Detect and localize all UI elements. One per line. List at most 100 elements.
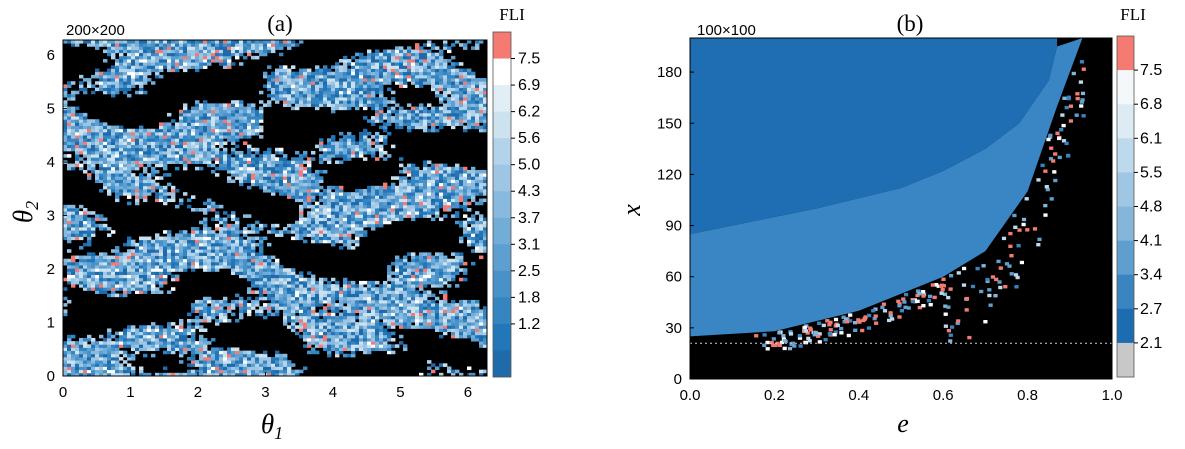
- panel-a-heatmap-cell: [335, 185, 340, 190]
- panel-a-heatmap-cell: [99, 277, 104, 282]
- panel-a-heatmap-cell: [395, 274, 400, 279]
- panel-a-heatmap-cell: [327, 296, 332, 301]
- panel-a-heatmap-cell: [379, 59, 384, 63]
- panel-a-heatmap-cell: [163, 334, 168, 339]
- panel-a-heatmap-cell: [135, 265, 140, 269]
- panel-a-heatmap-cell: [235, 173, 240, 177]
- panel-a-heatmap-cell: [319, 93, 324, 98]
- panel-a-heatmap-cell: [287, 188, 292, 193]
- panel-a-heatmap-cell: [183, 46, 188, 50]
- panel-a-heatmap-cell: [135, 78, 140, 82]
- panel-a-heatmap-cell: [191, 328, 196, 333]
- panel-a-heatmap-cell: [399, 52, 404, 57]
- panel-a-heatmap-cell: [319, 309, 324, 313]
- panel-a-heatmap-cell: [335, 217, 340, 222]
- panel-a-heatmap-cell: [203, 65, 208, 69]
- panel-a-heatmap-cell: [207, 318, 212, 323]
- panel-a-heatmap-cell: [115, 150, 120, 155]
- panel-a-heatmap-cell: [179, 55, 184, 60]
- panel-a-heatmap-cell: [87, 40, 92, 44]
- panel-a-heatmap-cell: [259, 109, 264, 114]
- panel-a-heatmap-cell: [387, 220, 392, 225]
- panel-a-heatmap-cell: [183, 239, 188, 244]
- panel-a-heatmap-cell: [395, 284, 400, 288]
- panel-a-heatmap-cell: [279, 43, 284, 47]
- panel-a-heatmap-cell: [315, 230, 320, 234]
- panel-a-heatmap-cell: [123, 337, 128, 342]
- panel-a-heatmap-cell: [295, 303, 300, 307]
- panel-a-heatmap-cell: [147, 274, 152, 279]
- panel-a-heatmap-cell: [383, 103, 388, 107]
- panel-a-heatmap-cell: [71, 119, 76, 123]
- panel-a-heatmap-cell: [363, 347, 368, 352]
- panel-a-heatmap-cell: [211, 52, 216, 57]
- panel-a-heatmap-cell: [267, 87, 272, 92]
- panel-a-heatmap-cell: [191, 268, 196, 272]
- panel-a-heatmap-cell: [75, 147, 80, 152]
- panel-a-heatmap-cell: [91, 258, 96, 263]
- panel-a-heatmap-cell: [147, 65, 152, 69]
- panel-a-heatmap-cell: [371, 227, 376, 231]
- panel-a-heatmap-cell: [351, 214, 356, 218]
- panel-a-heatmap-cell: [159, 325, 164, 329]
- panel-a-heatmap-cell: [379, 109, 384, 114]
- panel-a-heatmap-cell: [263, 306, 268, 310]
- panel-a-heatmap-cell: [251, 356, 256, 361]
- panel-a-heatmap-cell: [163, 242, 168, 247]
- panel-a-heatmap-cell: [159, 160, 164, 165]
- panel-a-heatmap-cell: [247, 147, 252, 152]
- panel-a-heatmap-cell: [275, 223, 280, 228]
- panel-a-heatmap-cell: [267, 274, 272, 279]
- panel-a-heatmap-cell: [387, 325, 392, 329]
- panel-a-heatmap-cell: [95, 261, 100, 266]
- panel-a-heatmap-cell: [147, 176, 152, 180]
- panel-a-heatmap-cell: [219, 154, 224, 158]
- panel-a-heatmap-cell: [371, 68, 376, 73]
- panel-a-heatmap-cell: [123, 369, 128, 374]
- panel-a-heatmap-cell: [331, 214, 336, 218]
- panel-a-heatmap-cell: [255, 157, 260, 161]
- panel-a-heatmap-cell: [307, 325, 312, 329]
- panel-a-heatmap-cell: [155, 265, 160, 269]
- panel-a-heatmap-cell: [231, 350, 236, 355]
- panel-a-heatmap-cell: [127, 46, 132, 50]
- panel-a-heatmap-cell: [103, 350, 108, 355]
- panel-a-heatmap-cell: [359, 192, 364, 196]
- panel-a-heatmap-cell: [155, 163, 160, 168]
- panel-a-heatmap-cell: [363, 217, 368, 222]
- panel-a-heatmap-cell: [67, 299, 72, 304]
- panel-a-heatmap-cell: [119, 43, 124, 47]
- panel-a-heatmap-cell: [283, 166, 288, 171]
- panel-a-heatmap-cell: [143, 81, 148, 85]
- panel-a-heatmap-cell: [347, 328, 352, 333]
- panel-a-heatmap-cell: [267, 150, 272, 155]
- panel-a-heatmap-cell: [243, 169, 248, 174]
- panel-a-heatmap-cell: [183, 341, 188, 345]
- panel-a-heatmap-cell: [135, 331, 140, 336]
- panel-a-heatmap-cell: [251, 280, 256, 285]
- panel-a-heatmap-cell: [87, 227, 92, 231]
- panel-a-heatmap-cell: [147, 246, 152, 250]
- panel-a-heatmap-cell: [363, 296, 368, 301]
- panel-a-heatmap-cell: [179, 337, 184, 342]
- panel-a-heatmap-cell: [331, 65, 336, 69]
- panel-a-heatmap-cell: [187, 369, 192, 374]
- panel-a-heatmap-cell: [171, 347, 176, 352]
- panel-a-heatmap-cell: [319, 293, 324, 298]
- panel-a-heatmap-cell: [371, 65, 376, 69]
- panel-a-heatmap-cell: [287, 223, 292, 228]
- panel-a-heatmap-cell: [199, 40, 204, 44]
- panel-a-heatmap-cell: [199, 242, 204, 247]
- panel-a-heatmap-cell: [311, 318, 316, 323]
- panel-a-heatmap-cell: [299, 277, 304, 282]
- panel-a-heatmap-cell: [207, 141, 212, 145]
- panel-a-heatmap-cell: [323, 68, 328, 73]
- panel-a-heatmap-cell: [319, 198, 324, 203]
- panel-a-heatmap-cell: [191, 236, 196, 241]
- panel-a-heatmap-cell: [279, 277, 284, 282]
- panel-a-heatmap-cell: [227, 347, 232, 352]
- panel-a-heatmap-cell: [139, 68, 144, 73]
- panel-a-heatmap-cell: [331, 303, 336, 307]
- panel-a-heatmap-cell: [119, 192, 124, 196]
- panel-a-heatmap-cell: [203, 208, 208, 212]
